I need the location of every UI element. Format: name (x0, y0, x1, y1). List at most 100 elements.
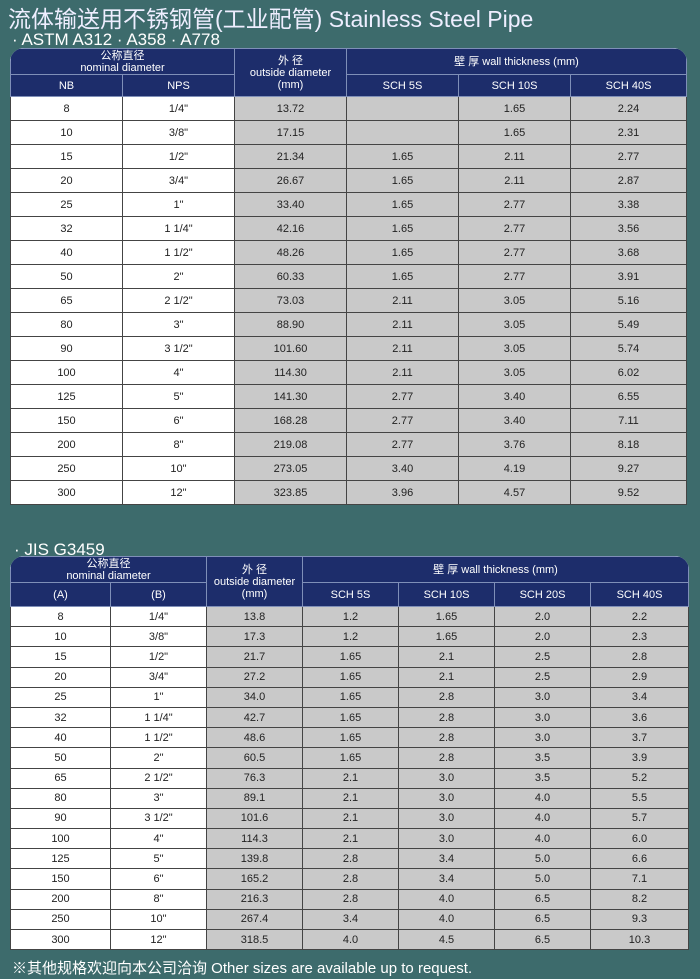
standard-astm: · ASTM A312 · A358 · A778 (12, 30, 220, 49)
table-cell: 40 (10, 727, 111, 749)
table-cell: 10" (110, 908, 207, 931)
table-cell: 3.68 (569, 240, 688, 265)
table-cell: 48.26 (234, 240, 347, 265)
table-cell: 4.19 (458, 456, 571, 481)
table-cell: 20 (10, 666, 111, 688)
table-cell: 3.4 (590, 686, 689, 708)
od-header: 外 径 outside diameter (mm) (206, 556, 303, 607)
table-cell: 32 (10, 706, 111, 729)
table-cell: 114.30 (234, 360, 347, 385)
table-cell: 6.0 (590, 828, 689, 850)
table-cell: 2.1 (398, 666, 495, 688)
col-header: (A) (10, 582, 111, 607)
table-cell: 5.0 (494, 848, 591, 870)
table-cell: 42.7 (206, 706, 303, 729)
table-row: 32 1 1/4" 42.16 1.65 2.77 3.56 (10, 216, 688, 241)
table-cell: 21.7 (206, 646, 303, 668)
table-cell: 2.8 (398, 727, 495, 749)
table-cell: 13.72 (234, 96, 347, 121)
table-cell: 1.65 (458, 120, 571, 145)
table-cell: 219.08 (234, 432, 347, 457)
col-header: SCH 5S (346, 74, 459, 97)
table-cell: 6" (122, 408, 235, 433)
table-row: 65 2 1/2" 76.3 2.1 3.0 3.5 5.2 (10, 767, 689, 789)
table-cell (346, 96, 459, 121)
table-cell: 1" (122, 192, 235, 217)
astm-pipe-table: 公称直径 nominal diameter 外 径 outside diameter… (10, 48, 688, 505)
table-cell: 3.05 (458, 336, 571, 361)
table-cell: 2.8 (302, 848, 399, 870)
table-cell: 80 (10, 312, 123, 337)
table-row: 50 2" 60.33 1.65 2.77 3.91 (10, 264, 688, 289)
table-cell: 2.77 (458, 240, 571, 265)
wall-header: 壁 厚 wall thickness (mm) (345, 48, 688, 75)
table-cell: 1/2" (122, 144, 235, 169)
table-cell: 5.16 (569, 288, 688, 313)
table-cell: 3.0 (398, 767, 495, 789)
col-header: SCH 10S (398, 582, 495, 607)
table-row: 300 12" 318.5 4.0 4.5 6.5 10.3 (10, 928, 689, 951)
col-header: SCH 40S (590, 582, 689, 607)
table-cell: 2.8 (590, 646, 689, 668)
table-cell: 1.65 (302, 686, 399, 708)
table-cell: 3.0 (398, 807, 495, 830)
table-cell: 3.4 (398, 868, 495, 890)
table-cell: 2.1 (302, 767, 399, 789)
table-cell: 2.8 (398, 706, 495, 729)
table-cell: 3.4 (398, 848, 495, 870)
table-cell: 1" (110, 686, 207, 708)
table-cell: 250 (10, 456, 123, 481)
table-cell: 2.24 (569, 96, 688, 121)
table-cell: 32 (10, 216, 123, 241)
table-row: 10 3/8" 17.3 1.2 1.65 2.0 2.3 (10, 626, 689, 648)
table-cell: 1 1/4" (122, 216, 235, 241)
table-cell: 300 (10, 928, 111, 951)
col-header: SCH 40S (569, 74, 688, 97)
table-cell: 150 (10, 408, 123, 433)
table-cell: 9.3 (590, 908, 689, 931)
table-cell: 3.40 (346, 456, 459, 481)
table-cell: 1 1/2" (122, 240, 235, 265)
table-cell: 101.6 (206, 807, 303, 830)
table-row: 40 1 1/2" 48.26 1.65 2.77 3.68 (10, 240, 688, 265)
table-cell: 3" (122, 312, 235, 337)
table-cell: 2.11 (458, 168, 571, 193)
nominal-header: 公称直径 nominal diameter (10, 556, 207, 583)
table-cell: 3.91 (569, 264, 688, 289)
table-row: 15 1/2" 21.34 1.65 2.11 2.77 (10, 144, 688, 169)
table-cell: 2.77 (458, 192, 571, 217)
table-cell: 2 1/2" (122, 288, 235, 313)
table-cell: 4" (110, 828, 207, 850)
table-row: 150 6" 168.28 2.77 3.40 7.11 (10, 408, 688, 433)
table-cell: 4.0 (302, 928, 399, 951)
table-cell: 6.6 (590, 848, 689, 870)
nominal-header: 公称直径 nominal diameter (10, 48, 235, 75)
table-cell: 3.40 (458, 384, 571, 409)
table-row: 20 3/4" 27.2 1.65 2.1 2.5 2.9 (10, 666, 689, 688)
table-cell: 114.3 (206, 828, 303, 850)
table-cell: 3.6 (590, 706, 689, 729)
table-cell: 1.65 (302, 727, 399, 749)
table-cell: 2.8 (398, 686, 495, 708)
table-cell: 2.11 (346, 360, 459, 385)
table-cell: 1/2" (110, 646, 207, 668)
table-cell: 2.2 (590, 605, 689, 628)
table-cell: 3.0 (398, 787, 495, 809)
table-cell: 50 (10, 747, 111, 769)
table-cell: 25 (10, 686, 111, 708)
table-cell: 4" (122, 360, 235, 385)
table-cell: 4.0 (494, 828, 591, 850)
table-cell: 65 (10, 288, 123, 313)
table-row: 40 1 1/2" 48.6 1.65 2.8 3.0 3.7 (10, 727, 689, 749)
table-cell: 10" (122, 456, 235, 481)
table-cell: 13.8 (206, 605, 303, 628)
table-cell: 101.60 (234, 336, 347, 361)
table-cell: 10 (10, 626, 111, 648)
table-cell: 88.90 (234, 312, 347, 337)
table-cell: 1.65 (346, 240, 459, 265)
page-title: 流体输送用不锈钢管(工业配管) Stainless Steel Pipe (8, 6, 534, 32)
table-cell: 2.0 (494, 605, 591, 628)
table-row: 90 3 1/2" 101.60 2.11 3.05 5.74 (10, 336, 688, 361)
table-cell: 4.0 (494, 807, 591, 830)
table-cell: 1.65 (346, 192, 459, 217)
